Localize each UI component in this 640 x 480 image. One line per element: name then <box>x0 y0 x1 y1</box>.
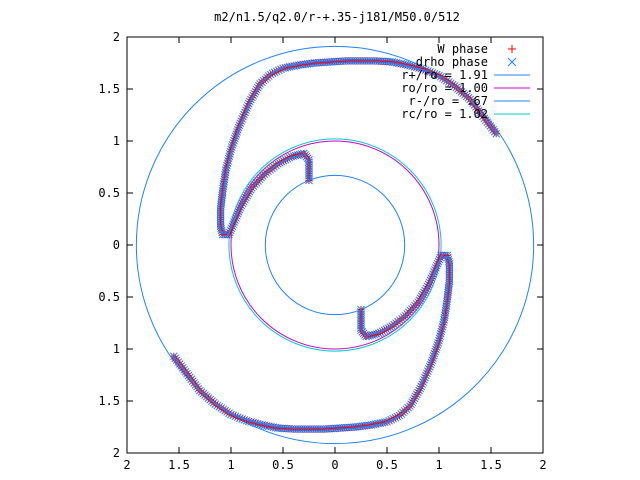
legend-entry-1: drho phase <box>416 55 517 69</box>
legend-key-0 <box>508 45 516 53</box>
y-tick-label-1: 1.5 <box>98 82 120 96</box>
x-tick-label-1: 1.5 <box>168 458 190 472</box>
legend-entry-2: r+/ro = 1.91 <box>401 68 530 82</box>
x-tick-labels: 2 1.5 1 0.5 0 0.5 1 1.5 2 <box>123 458 546 472</box>
legend-label-3: ro/ro = 1.00 <box>401 81 488 95</box>
legend-label-0: W phase <box>437 42 488 56</box>
y-tick-label-8: 2 <box>113 446 120 460</box>
x-tick-label-2: 1 <box>227 458 234 472</box>
circle-3 <box>228 138 442 352</box>
x-tick-label-6: 1 <box>435 458 442 472</box>
x-tick-label-7: 1.5 <box>480 458 502 472</box>
point-507 <box>357 305 365 314</box>
y-tick-label-0: 2 <box>113 30 120 44</box>
circle-1 <box>230 140 440 350</box>
legend-label-1: drho phase <box>416 55 488 69</box>
legend-label-2: r+/ro = 1.91 <box>401 68 488 82</box>
x-tick-label-0: 2 <box>123 458 130 472</box>
legend-entry-4: r-/ro = .67 <box>409 94 530 108</box>
y-tick-label-4: 0 <box>113 238 120 252</box>
y-tick-label-7: 1.5 <box>98 394 120 408</box>
axis-ticks <box>126 36 544 454</box>
y-tick-label-2: 1 <box>113 134 120 148</box>
point-253 <box>305 176 313 185</box>
series-circles <box>135 45 535 445</box>
legend-label-4: r-/ro = .67 <box>409 94 488 108</box>
y-tick-labels: 2 1.5 1 0.5 0 0.5 1 1.5 2 <box>98 30 120 460</box>
circle-0 <box>135 45 535 445</box>
y-tick-label-6: 1 <box>113 342 120 356</box>
legend-key-1 <box>507 57 517 67</box>
circle-2 <box>264 174 406 316</box>
series-points <box>169 57 501 433</box>
legend-label-5: rc/ro = 1.02 <box>401 107 488 121</box>
legend-entry-5: rc/ro = 1.02 <box>401 107 530 121</box>
x-tick-label-4: 0 <box>331 458 338 472</box>
y-tick-label-3: 0.5 <box>98 186 120 200</box>
y-tick-label-5: 0.5 <box>98 290 120 304</box>
legend-entry-3: ro/ro = 1.00 <box>401 81 530 95</box>
x-tick-label-8: 2 <box>539 458 546 472</box>
x-tick-label-5: 0.5 <box>376 458 398 472</box>
chart-title: m2/n1.5/q2.0/r-+.35-j181/M50.0/512 <box>214 10 460 24</box>
x-tick-label-3: 0.5 <box>272 458 294 472</box>
point-459 <box>422 284 431 293</box>
legend-entry-0: W phase <box>437 42 516 56</box>
